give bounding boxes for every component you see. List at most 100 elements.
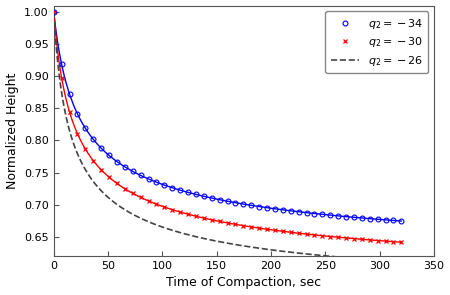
$q_2 = -30$ xyxy=(177,210,183,214)
$q_2 = -30$ xyxy=(296,232,302,235)
$q_2 = -30$ xyxy=(170,208,175,212)
$q_2 = -34$ xyxy=(399,219,404,223)
$q_2 = -34$ xyxy=(288,209,293,213)
$q_2 = -34$ xyxy=(343,215,349,218)
$q_2 = -34$ xyxy=(264,206,270,209)
$q_2 = -34$ xyxy=(272,207,278,211)
$q_2 = -30$ xyxy=(51,10,56,14)
Line: $q_2 = -34$: $q_2 = -34$ xyxy=(51,9,404,224)
$q_2 = -34$ xyxy=(367,217,373,220)
$q_2 = -30$ xyxy=(272,229,278,232)
Legend: $q_2 = -34$, $q_2 = -30$, $q_2 = -26$: $q_2 = -34$, $q_2 = -30$, $q_2 = -26$ xyxy=(325,11,428,73)
$q_2 = -34$ xyxy=(209,196,215,200)
$q_2 = -34$ xyxy=(59,63,64,66)
$q_2 = -34$ xyxy=(383,218,388,222)
$q_2 = -30$ xyxy=(130,191,135,195)
$q_2 = -30$ xyxy=(256,226,262,230)
$q_2 = -30$ xyxy=(391,240,396,243)
$q_2 = -30$ xyxy=(193,214,198,218)
$q_2 = -34$ xyxy=(193,193,198,196)
$q_2 = -30$ xyxy=(335,235,341,239)
$q_2 = -30$ xyxy=(146,199,151,203)
$q_2 = -30$ xyxy=(162,205,167,209)
$q_2 = -30$ xyxy=(201,216,207,220)
$q_2 = -34$ xyxy=(90,137,96,141)
$q_2 = -30$ xyxy=(225,221,230,225)
$q_2 = -26$ xyxy=(315,253,320,257)
$q_2 = -30$ xyxy=(67,110,72,114)
$q_2 = -34$ xyxy=(296,210,302,214)
$q_2 = -34$ xyxy=(241,202,246,206)
$q_2 = -34$ xyxy=(201,194,207,198)
$q_2 = -30$ xyxy=(375,239,380,242)
$q_2 = -30$ xyxy=(99,168,104,171)
$q_2 = -30$ xyxy=(209,218,215,222)
$q_2 = -34$ xyxy=(99,146,104,150)
$q_2 = -30$ xyxy=(138,196,144,199)
$q_2 = -30$ xyxy=(241,224,246,227)
$q_2 = -34$ xyxy=(359,216,364,220)
$q_2 = -30$ xyxy=(233,223,238,226)
$q_2 = -34$ xyxy=(256,205,262,208)
$q_2 = -34$ xyxy=(351,216,357,219)
$q_2 = -34$ xyxy=(328,213,333,217)
$q_2 = -34$ xyxy=(83,127,88,130)
$q_2 = -34$ xyxy=(154,181,159,184)
$q_2 = -30$ xyxy=(367,238,373,242)
$q_2 = -34$ xyxy=(138,174,144,177)
$q_2 = -34$ xyxy=(312,212,317,215)
$q_2 = -34$ xyxy=(335,214,341,218)
$q_2 = -34$ xyxy=(122,165,127,168)
$q_2 = -34$ xyxy=(225,199,230,203)
$q_2 = -34$ xyxy=(146,177,151,181)
$q_2 = -34$ xyxy=(233,201,238,204)
$q_2 = -34$ xyxy=(391,219,396,222)
$q_2 = -26$ xyxy=(51,10,56,14)
$q_2 = -26$ xyxy=(72,146,78,149)
$q_2 = -30$ xyxy=(383,239,388,243)
$q_2 = -30$ xyxy=(288,230,293,234)
$q_2 = -26$ xyxy=(399,260,404,263)
$q_2 = -34$ xyxy=(170,186,175,189)
$q_2 = -30$ xyxy=(343,236,349,240)
$q_2 = -34$ xyxy=(130,170,135,173)
$q_2 = -34$ xyxy=(185,191,191,194)
X-axis label: Time of Compaction, sec: Time of Compaction, sec xyxy=(166,276,321,289)
$q_2 = -30$ xyxy=(90,159,96,162)
$q_2 = -26$ xyxy=(262,247,267,251)
$q_2 = -34$ xyxy=(248,204,254,207)
$q_2 = -26$ xyxy=(253,246,258,250)
$q_2 = -30$ xyxy=(75,132,80,135)
$q_2 = -30$ xyxy=(304,232,309,236)
Line: $q_2 = -26$: $q_2 = -26$ xyxy=(54,12,401,262)
$q_2 = -34$ xyxy=(114,160,120,163)
$q_2 = -26$ xyxy=(351,256,356,260)
$q_2 = -30$ xyxy=(320,234,325,237)
$q_2 = -34$ xyxy=(280,208,286,212)
$q_2 = -30$ xyxy=(328,235,333,238)
$q_2 = -30$ xyxy=(312,233,317,237)
$q_2 = -34$ xyxy=(304,211,309,214)
$q_2 = -30$ xyxy=(248,225,254,229)
$q_2 = -34$ xyxy=(162,183,167,187)
$q_2 = -30$ xyxy=(83,147,88,151)
$q_2 = -30$ xyxy=(122,187,127,191)
$q_2 = -30$ xyxy=(359,237,364,241)
$q_2 = -30$ xyxy=(114,182,120,185)
$q_2 = -34$ xyxy=(217,198,222,201)
$q_2 = -34$ xyxy=(75,112,80,116)
$q_2 = -30$ xyxy=(154,202,159,206)
$q_2 = -30$ xyxy=(217,220,222,223)
$q_2 = -34$ xyxy=(177,189,183,192)
$q_2 = -30$ xyxy=(185,212,191,216)
$q_2 = -30$ xyxy=(106,176,112,179)
$q_2 = -34$ xyxy=(51,10,56,14)
Line: $q_2 = -30$: $q_2 = -30$ xyxy=(51,9,404,245)
$q_2 = -30$ xyxy=(264,227,270,231)
$q_2 = -30$ xyxy=(399,240,404,244)
$q_2 = -34$ xyxy=(67,92,72,96)
$q_2 = -30$ xyxy=(351,237,357,240)
$q_2 = -30$ xyxy=(280,230,286,233)
$q_2 = -34$ xyxy=(106,154,112,157)
$q_2 = -30$ xyxy=(59,76,64,80)
